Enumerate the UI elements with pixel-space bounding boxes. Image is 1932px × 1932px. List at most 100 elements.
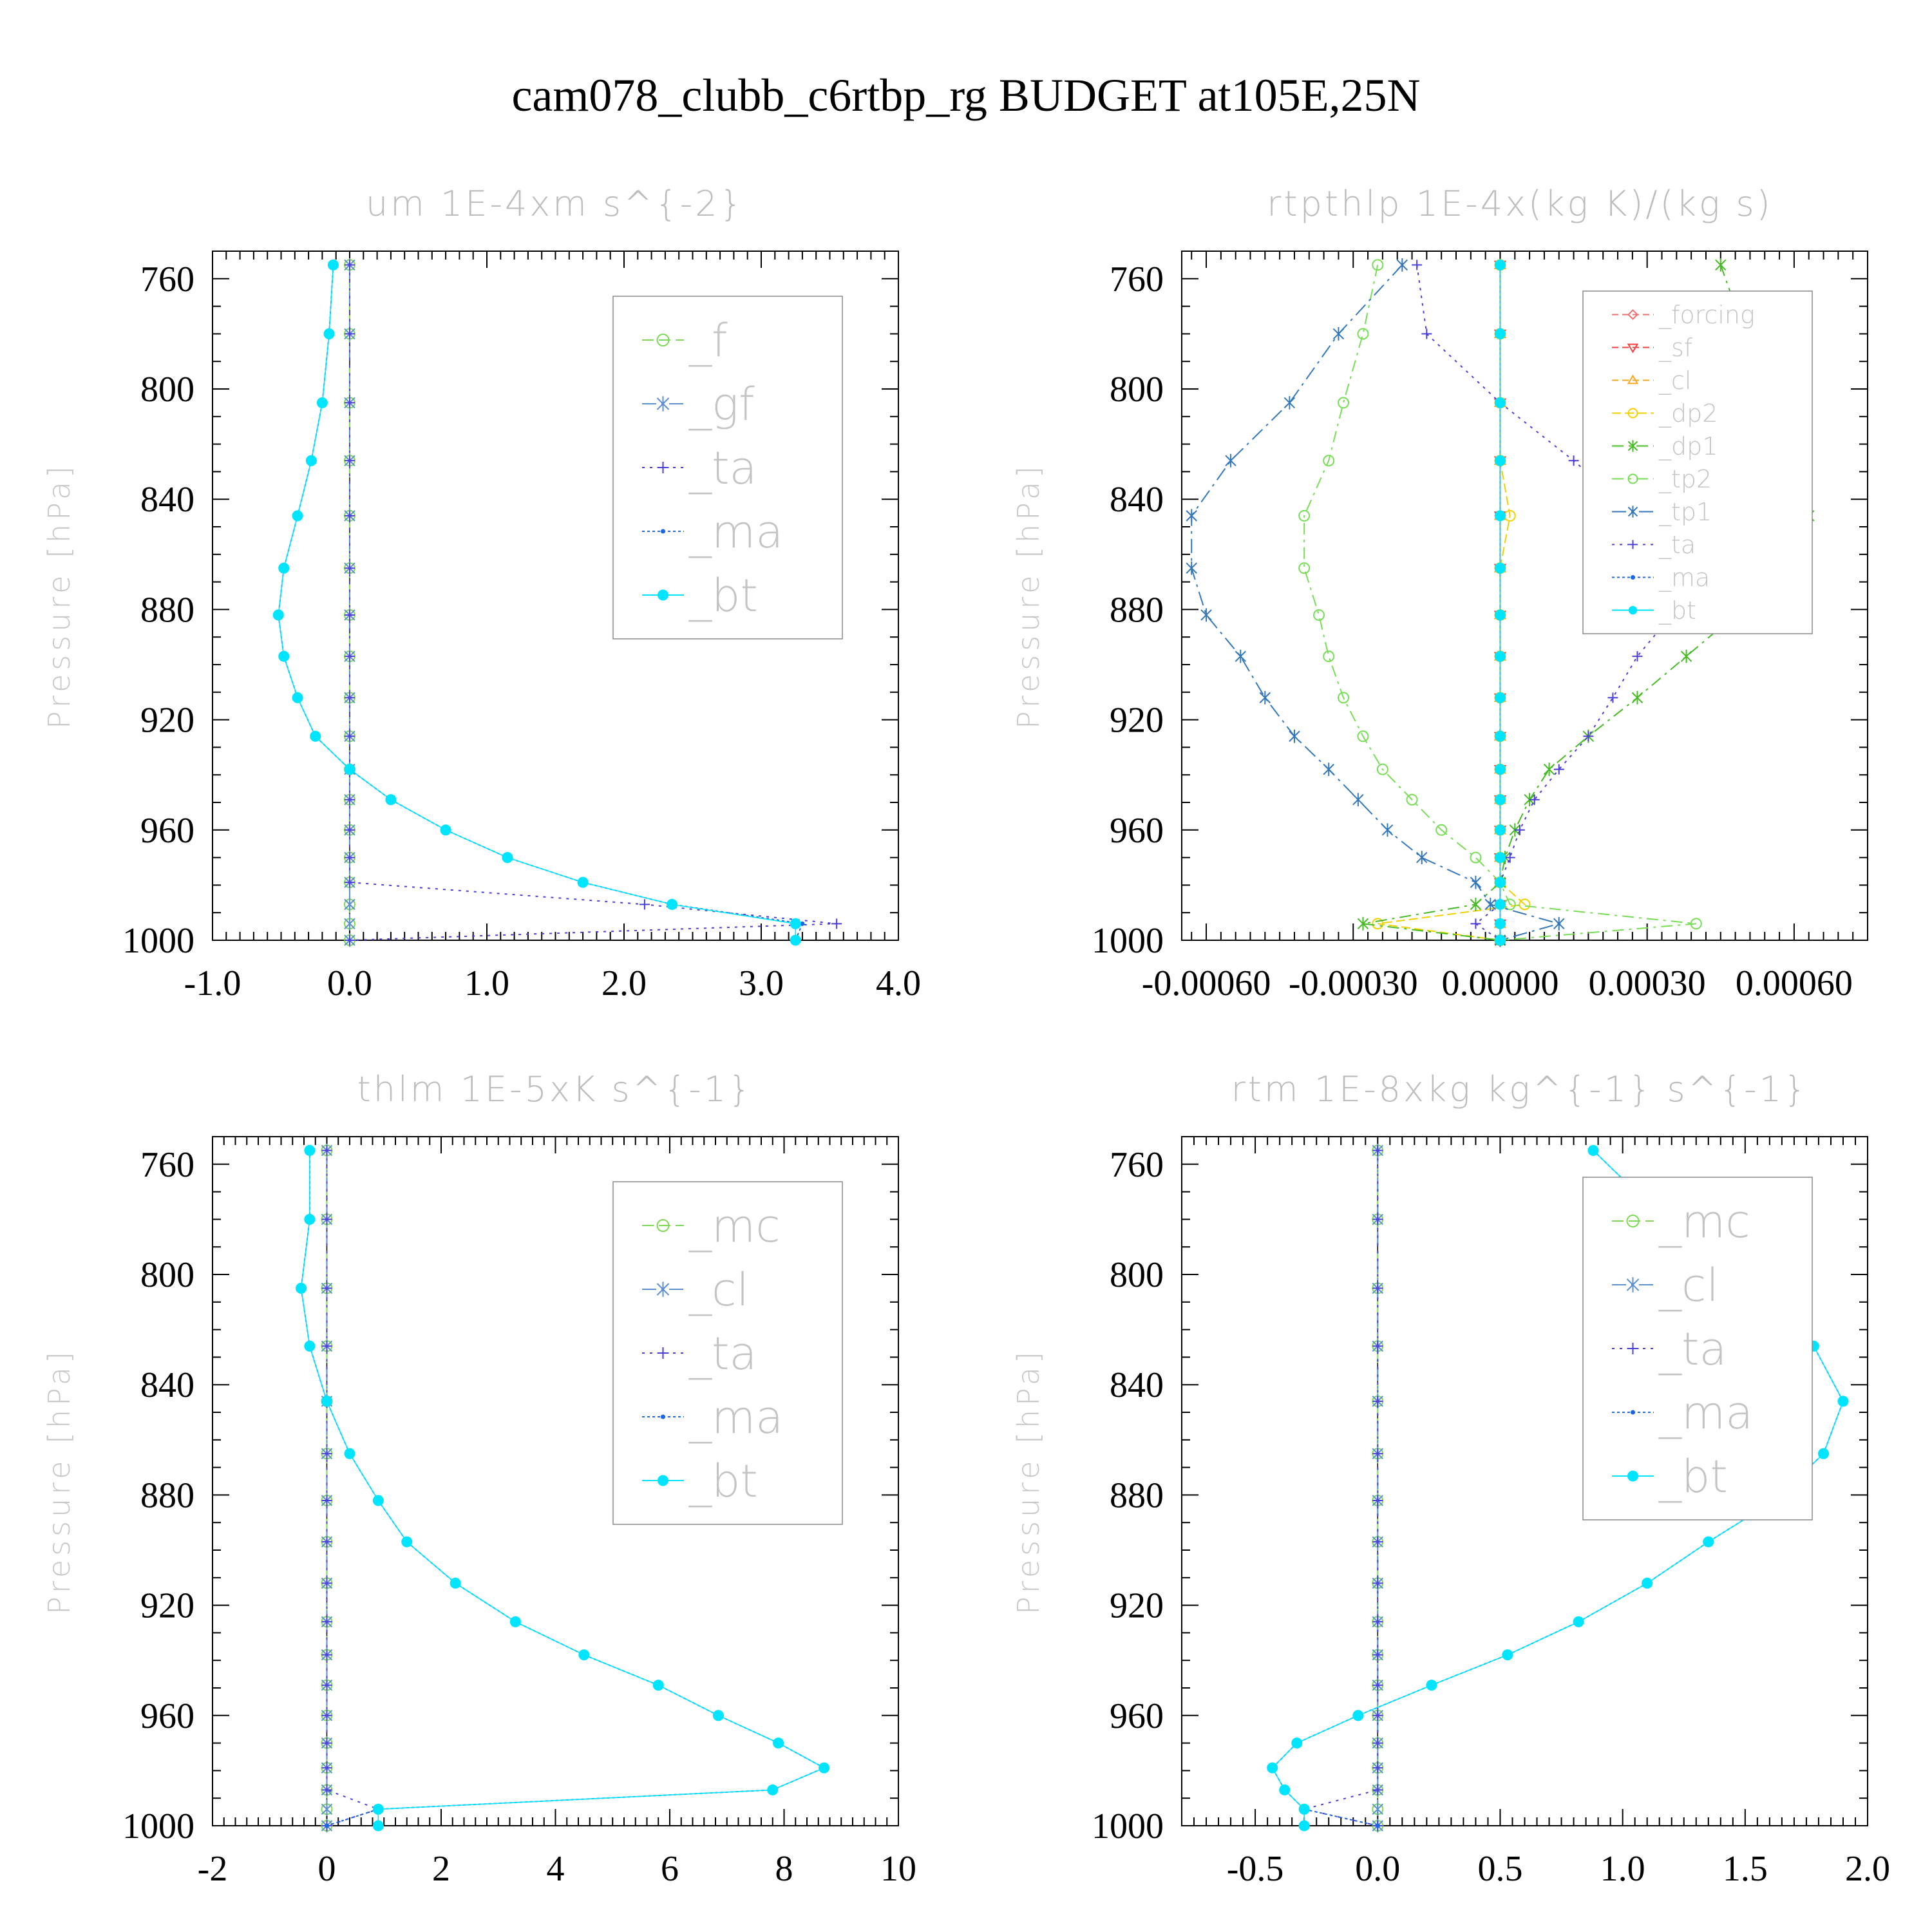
panel-2-point-bt: [1494, 328, 1506, 339]
panel-2-series-tp1: [1186, 258, 1565, 947]
panel-1-point-bt: [502, 852, 513, 864]
panel-2-point-tp2: [1435, 824, 1448, 836]
panel-2-ytick-label: 920: [1110, 701, 1164, 741]
panel-2-point-tp2: [1372, 259, 1384, 271]
panel-1-point-gf: [344, 916, 355, 931]
panel-3-ytick-label: 1000: [122, 1806, 194, 1846]
panel-3-legend-item-cl: _cl: [642, 1264, 749, 1316]
panel-3-series-line-ta: [326, 1150, 381, 1826]
panel-2-legend-marker: [1627, 440, 1638, 452]
panel-2-point-dp2: [1519, 898, 1531, 911]
panel-2-point-ta: [1607, 692, 1618, 703]
panel-4-xtick-label: 2.0: [1845, 1849, 1890, 1889]
panel-2-legend-label: _ma: [1658, 564, 1710, 592]
panel-2-ytick-label: 760: [1110, 260, 1164, 299]
panel-2-point-tp1: [1553, 916, 1565, 931]
panel-3-point-ta: [321, 1214, 332, 1225]
panel-4-xtick-label: 0.0: [1355, 1849, 1400, 1889]
panel-2-point-bt: [1494, 918, 1506, 929]
panel-4-legend-marker: [1626, 1215, 1640, 1227]
panel-4-legend-item-mc: _mc: [1612, 1195, 1750, 1248]
panel-2-point-dp2: [1372, 918, 1384, 930]
panel-2-legend-item-tp1: _tp1: [1612, 498, 1712, 527]
panel-4-legend-item-ta: _ta: [1612, 1323, 1727, 1376]
panel-1-point-bt: [316, 397, 328, 408]
panel-3-point-bt: [321, 1396, 333, 1407]
panel-2-point-tp2: [1313, 609, 1325, 621]
panel-1-legend-item-ma: _ma: [642, 506, 783, 558]
panel-4-legend-item-ma: _ma: [1612, 1387, 1753, 1439]
panel-2-point-ta: [1504, 852, 1515, 863]
panel-2-legend-label: _tp2: [1658, 465, 1712, 494]
panel-3-point-ta: [321, 1341, 332, 1352]
panel-4-point-ta: [1372, 1680, 1383, 1690]
panel-2-legend-box: [1582, 290, 1813, 634]
panel-4-legend-item-cl: _cl: [1612, 1259, 1719, 1312]
panel-3-title: thlm 1E-5xK s^{-1}: [357, 1069, 753, 1110]
panel-2-point-tp1: [1235, 649, 1246, 663]
panel-4-ytick-label: 1000: [1092, 1806, 1164, 1846]
panel-3-xtick-label: 6: [661, 1849, 679, 1889]
panel-3-point-bt: [344, 1448, 355, 1459]
panel-4-point-ta: [1372, 1341, 1383, 1352]
panel-2-legend: _forcing _sf _cl _dp2 _dp1 _tp2 _tp1 _ta _ma _bt: [1582, 290, 1813, 634]
panel-4-point-ta: [1372, 1448, 1383, 1459]
panel-4-point-ta: [1372, 1649, 1383, 1660]
panel-1-point-bt: [790, 934, 801, 946]
panel-3-point-bt: [509, 1616, 521, 1627]
panel-4-ytick-label: 800: [1110, 1255, 1164, 1295]
panel-4-point-ta: [1372, 1283, 1383, 1294]
panel-4-point-ta: [1372, 1537, 1383, 1548]
panel-2-series-line-tp2: [1303, 265, 1696, 941]
panel-2-point-tp2: [1298, 562, 1311, 574]
panel-4-xtick-label: -0.5: [1227, 1849, 1284, 1889]
panel-1-ytick-label: 760: [140, 260, 194, 299]
panel-3-point-bt: [578, 1649, 590, 1661]
panel-1-point-bt: [385, 794, 397, 806]
panel-3-point-bt: [819, 1762, 830, 1774]
panel-2-legend-label: _cl: [1658, 366, 1691, 395]
panel-1-point-ta: [345, 328, 355, 339]
panel-2-point-ta: [1470, 918, 1481, 929]
panel-2-point-dp1: [1631, 690, 1643, 705]
panel-1-point-bt: [278, 562, 290, 574]
panel-2-point-bt: [1494, 876, 1506, 888]
panel-3-legend-item-mc: _mc: [642, 1200, 781, 1253]
panel-3-series-group: [296, 1144, 830, 1833]
panel-3-point-bt: [304, 1340, 316, 1352]
panel-1-ytick-label: 800: [140, 370, 194, 410]
panel-1-ytick-label: 1000: [122, 921, 194, 961]
panel-1-point-ta: [345, 397, 355, 408]
panel-1-point-bt: [305, 455, 317, 466]
panel-2-legend-marker: [1627, 374, 1639, 384]
panel-1-point-ta: [345, 609, 355, 620]
panel-4-series-ta: [1299, 1145, 1383, 1831]
panel-1-point-ta: [345, 510, 355, 521]
panel-4-legend-marker: [1631, 1410, 1635, 1415]
panel-3-xtick-label: 10: [880, 1849, 916, 1889]
panel-2-ytick-label: 800: [1110, 370, 1164, 410]
panel-1-title: um 1E-4xm s^{-2}: [366, 184, 744, 224]
panel-4-ytick-label: 880: [1110, 1475, 1164, 1515]
panel-2-legend-item-dp1: _dp1: [1612, 432, 1718, 461]
panel-3-series-ta: [321, 1145, 384, 1831]
panel-1-point-bt: [790, 918, 801, 929]
panel-3-point-ta: [321, 1649, 332, 1660]
panel-2-legend-label: _dp1: [1658, 432, 1718, 461]
panel-3-legend-label: _cl: [688, 1264, 749, 1316]
panel-3-ytick-label: 920: [140, 1586, 194, 1626]
panel-1-point-ta: [345, 260, 355, 270]
panel-2-legend-item-dp2: _dp2: [1612, 399, 1718, 428]
panel-4-point-ta: [1372, 1763, 1383, 1774]
panel-1-point-bt: [292, 692, 303, 703]
panel-1-point-gf: [344, 897, 355, 911]
panel-1-xtick-label: 3.0: [739, 963, 784, 1003]
panel-2-point-dp1: [1470, 897, 1482, 911]
panel-4-legend-marker: [1627, 1343, 1639, 1354]
panel-2-legend-label: _ta: [1658, 531, 1696, 560]
panel-2-ylabel: Pressure [hPa]: [1011, 462, 1046, 729]
panel-2-point-dp1: [1543, 762, 1555, 777]
panel-2-series-line-tp1: [1191, 264, 1562, 941]
panel-2-legend-item-sf: _sf: [1612, 334, 1693, 363]
panel-2-point-tp1: [1332, 327, 1345, 341]
